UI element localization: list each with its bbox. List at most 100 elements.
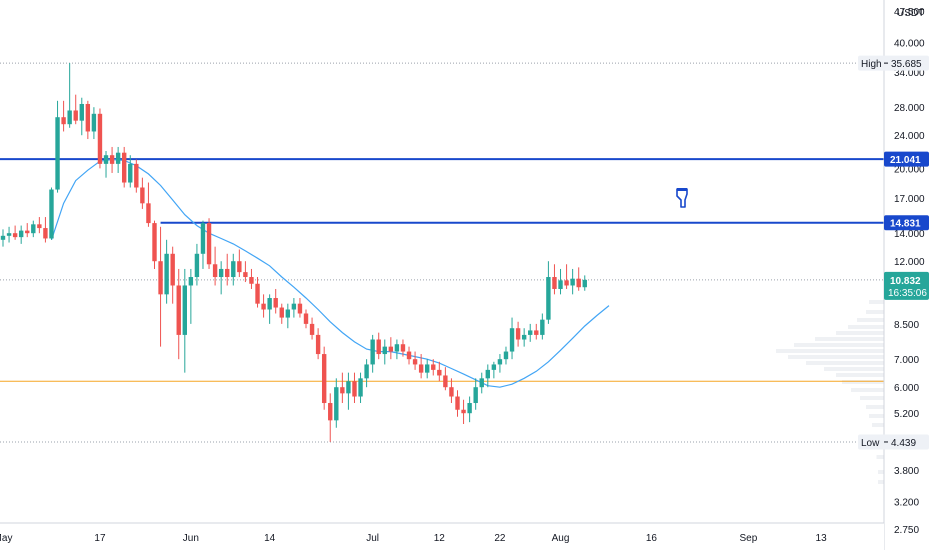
candle[interactable] — [291, 298, 297, 318]
candle[interactable] — [297, 298, 303, 318]
candle[interactable] — [340, 372, 345, 404]
candle[interactable] — [200, 220, 206, 269]
candle[interactable] — [509, 317, 515, 360]
candle[interactable] — [358, 372, 363, 404]
candle[interactable] — [528, 323, 533, 342]
candle[interactable] — [18, 225, 24, 244]
candle[interactable] — [261, 294, 266, 318]
candle[interactable] — [158, 226, 163, 347]
candle[interactable] — [521, 328, 527, 347]
candle[interactable] — [97, 108, 103, 169]
candle[interactable] — [212, 246, 218, 286]
candle[interactable] — [0, 229, 6, 247]
candle[interactable] — [418, 354, 424, 379]
candle[interactable] — [122, 146, 127, 188]
candle[interactable] — [79, 97, 84, 136]
candle[interactable] — [73, 94, 78, 125]
candle[interactable] — [285, 303, 291, 329]
candle[interactable] — [91, 107, 97, 140]
candle[interactable] — [134, 159, 139, 193]
candle[interactable] — [364, 359, 369, 388]
time-axis[interactable]: May 17 Jun 14 Jul 12 22 Aug 16 Sep 13 — [0, 522, 884, 550]
hand-pointer-icon[interactable] — [676, 188, 688, 208]
candle[interactable] — [376, 332, 381, 360]
candle[interactable] — [400, 339, 406, 357]
candle[interactable] — [109, 146, 115, 173]
candle[interactable] — [85, 100, 91, 140]
candle[interactable] — [31, 220, 36, 238]
candle[interactable] — [67, 63, 72, 128]
candle[interactable] — [188, 268, 194, 324]
candle[interactable] — [455, 390, 460, 417]
low-price-tag[interactable]: Low 4.439 — [858, 434, 929, 450]
candle[interactable] — [182, 268, 187, 373]
candle[interactable] — [243, 261, 248, 283]
candle[interactable] — [315, 328, 321, 360]
candle[interactable] — [37, 217, 42, 234]
candle[interactable] — [225, 253, 230, 286]
candle[interactable] — [546, 261, 551, 324]
candle[interactable] — [334, 378, 339, 428]
candle[interactable] — [534, 323, 539, 340]
candle[interactable] — [152, 220, 157, 269]
candle[interactable] — [146, 182, 151, 227]
candle[interactable] — [388, 337, 394, 360]
candle[interactable] — [449, 378, 454, 404]
candle[interactable] — [515, 321, 521, 347]
candle[interactable] — [552, 264, 557, 295]
candle[interactable] — [485, 364, 490, 388]
candle[interactable] — [431, 359, 436, 376]
candle[interactable] — [352, 372, 357, 404]
candle[interactable] — [61, 100, 66, 132]
candle[interactable] — [176, 268, 181, 360]
candle[interactable] — [412, 351, 418, 370]
candle[interactable] — [309, 317, 315, 340]
candle[interactable] — [194, 243, 200, 286]
resistance-price-tag-21041[interactable]: 21.041 — [884, 151, 929, 167]
candle[interactable] — [437, 361, 442, 382]
candle[interactable] — [115, 146, 121, 173]
candle[interactable] — [164, 239, 169, 304]
candle[interactable] — [55, 100, 60, 193]
candlestick-series[interactable] — [0, 63, 587, 442]
candle[interactable] — [582, 275, 587, 291]
candle[interactable] — [394, 339, 400, 360]
candle[interactable] — [540, 313, 545, 340]
candle[interactable] — [6, 226, 12, 243]
candle[interactable] — [346, 372, 351, 410]
candle[interactable] — [497, 354, 503, 373]
candle[interactable] — [12, 225, 18, 240]
candle[interactable] — [25, 223, 30, 238]
candle[interactable] — [267, 294, 272, 324]
candle[interactable] — [425, 359, 430, 379]
candle[interactable] — [406, 346, 412, 365]
candle[interactable] — [237, 249, 242, 278]
candle[interactable] — [103, 151, 109, 178]
candle[interactable] — [321, 346, 327, 410]
candle[interactable] — [370, 334, 375, 373]
candle[interactable] — [443, 367, 448, 391]
candle[interactable] — [491, 361, 497, 379]
candle[interactable] — [570, 268, 575, 295]
candle[interactable] — [382, 339, 387, 365]
candle[interactable] — [279, 303, 284, 324]
candle[interactable] — [461, 399, 466, 425]
candle[interactable] — [473, 378, 478, 410]
candle[interactable] — [218, 261, 224, 295]
candle[interactable] — [231, 253, 236, 286]
candle[interactable] — [255, 277, 260, 308]
candle[interactable] — [249, 268, 254, 289]
price-axis[interactable]: 47.500 40.000 34.000 28.000 24.000 20.000 17.0… — [858, 0, 932, 550]
candle[interactable] — [128, 155, 133, 188]
candle[interactable] — [558, 268, 563, 295]
resistance-price-tag-14831[interactable]: 14.831 — [884, 215, 929, 231]
candle[interactable] — [43, 217, 48, 243]
candle[interactable] — [503, 346, 509, 365]
candle[interactable] — [479, 372, 484, 394]
candle[interactable] — [140, 177, 145, 209]
candle[interactable] — [564, 264, 569, 289]
high-price-tag[interactable]: High 35.685 — [858, 55, 929, 71]
candle[interactable] — [273, 288, 278, 314]
candle[interactable] — [303, 309, 309, 329]
